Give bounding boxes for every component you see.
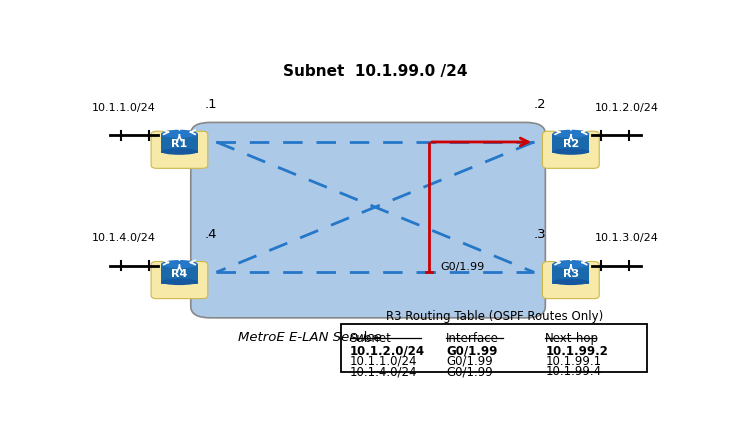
FancyBboxPatch shape <box>151 131 208 168</box>
Text: G0/1.99: G0/1.99 <box>446 345 498 357</box>
Text: R3 Routing Table (OSPF Routes Only): R3 Routing Table (OSPF Routes Only) <box>386 310 603 323</box>
FancyBboxPatch shape <box>151 261 208 299</box>
Ellipse shape <box>161 260 198 268</box>
Text: MetroE E-LAN Service: MetroE E-LAN Service <box>238 331 381 344</box>
FancyBboxPatch shape <box>161 264 198 284</box>
Ellipse shape <box>553 130 589 138</box>
FancyBboxPatch shape <box>553 134 589 154</box>
FancyBboxPatch shape <box>191 122 545 318</box>
FancyBboxPatch shape <box>542 261 600 299</box>
Text: 10.1.4.0/24: 10.1.4.0/24 <box>92 233 155 243</box>
Text: R3: R3 <box>563 269 579 279</box>
Ellipse shape <box>553 279 589 285</box>
Text: .4: .4 <box>204 228 217 241</box>
Text: R2: R2 <box>563 139 579 148</box>
Text: 10.1.2.0/24: 10.1.2.0/24 <box>350 345 425 357</box>
Text: 10.1.99.4: 10.1.99.4 <box>545 365 602 379</box>
Text: G0/1.99: G0/1.99 <box>446 355 493 368</box>
Text: .2: .2 <box>534 98 546 111</box>
Text: R1: R1 <box>171 139 187 148</box>
Ellipse shape <box>161 148 198 155</box>
Text: 10.1.4.0/24: 10.1.4.0/24 <box>350 365 417 379</box>
Text: 10.1.2.0/24: 10.1.2.0/24 <box>595 103 659 113</box>
Bar <box>341 324 648 371</box>
Text: .1: .1 <box>204 98 217 111</box>
FancyBboxPatch shape <box>161 134 198 154</box>
Ellipse shape <box>553 148 589 155</box>
Text: 10.1.99.2: 10.1.99.2 <box>545 345 608 357</box>
Ellipse shape <box>553 260 589 268</box>
Text: R4: R4 <box>171 269 187 279</box>
Text: .3: .3 <box>534 228 546 241</box>
Ellipse shape <box>161 130 198 138</box>
Text: G0/1.99: G0/1.99 <box>441 262 485 272</box>
Ellipse shape <box>161 279 198 285</box>
Text: 10.1.1.0/24: 10.1.1.0/24 <box>350 355 417 368</box>
Text: Subnet: Subnet <box>350 332 392 344</box>
Text: 10.1.3.0/24: 10.1.3.0/24 <box>595 233 659 243</box>
FancyBboxPatch shape <box>553 264 589 284</box>
Text: 10.1.99.1: 10.1.99.1 <box>545 355 602 368</box>
Text: 10.1.1.0/24: 10.1.1.0/24 <box>92 103 155 113</box>
Text: Interface: Interface <box>446 332 499 344</box>
FancyBboxPatch shape <box>542 131 600 168</box>
Text: Next-hop: Next-hop <box>545 332 600 344</box>
Text: G0/1.99: G0/1.99 <box>446 365 493 379</box>
Text: Subnet  10.1.99.0 /24: Subnet 10.1.99.0 /24 <box>283 64 468 79</box>
